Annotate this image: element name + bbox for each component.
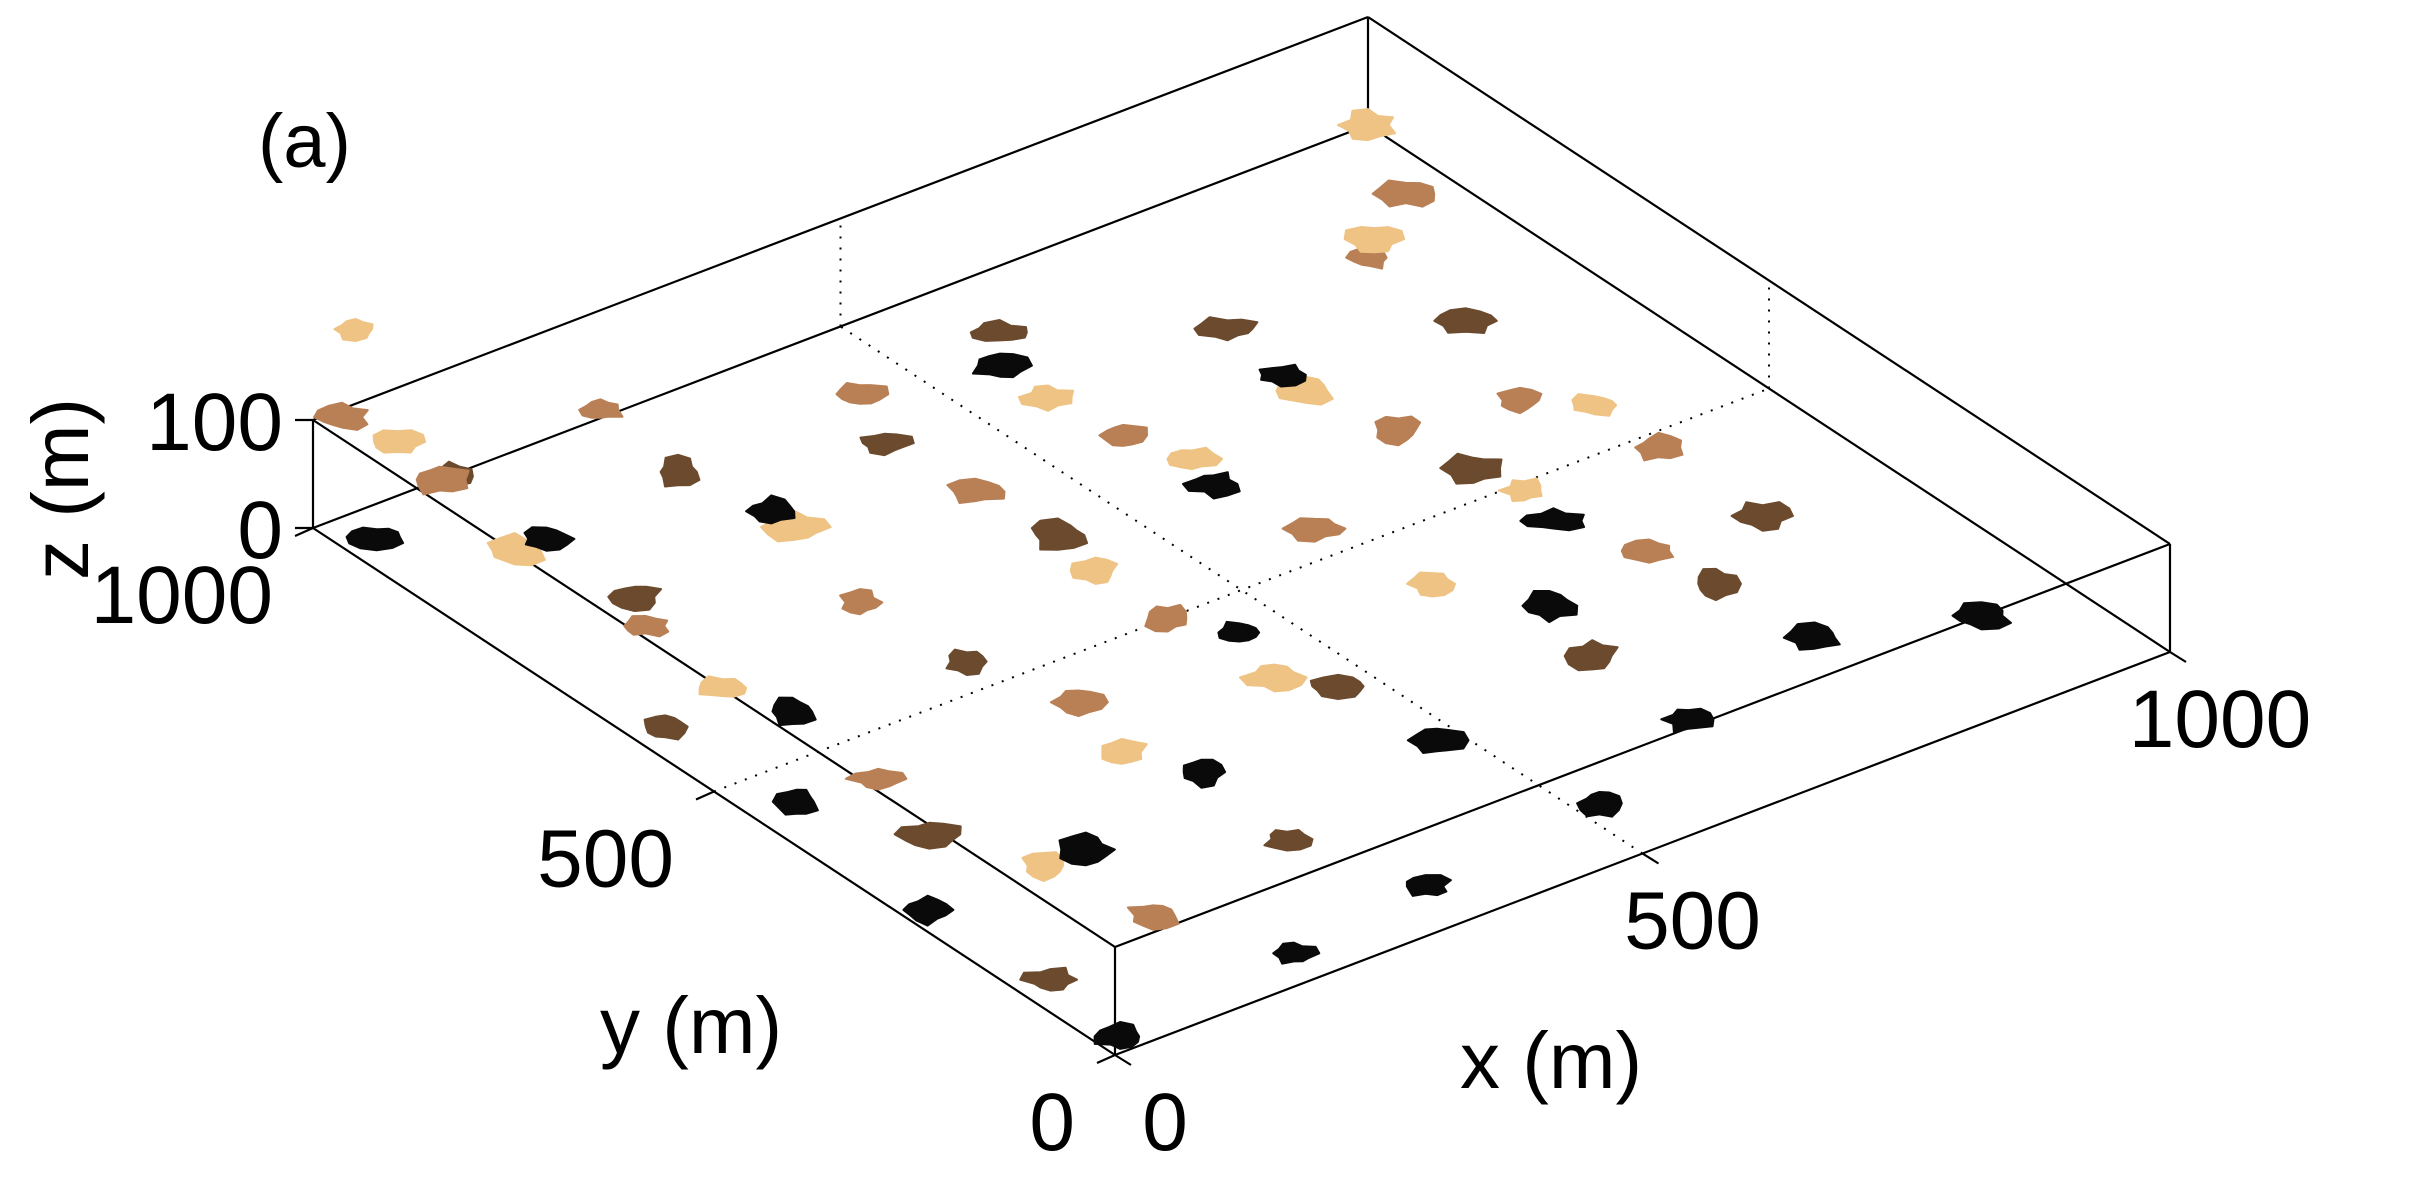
cluster-black-0 <box>1093 1021 1141 1050</box>
cluster-tan-53 <box>1017 384 1075 412</box>
cluster-medium_brown-74 <box>1371 179 1436 208</box>
box-edge-back-bottom-x <box>312 123 1369 530</box>
panel-label: (a) <box>258 99 351 184</box>
cluster-black-47 <box>1521 590 1579 624</box>
cluster-tan-75 <box>1337 108 1397 142</box>
y-axis-label: y (m) <box>600 981 782 1070</box>
cluster-dark_brown-28 <box>945 648 988 676</box>
cluster-black-12 <box>1058 831 1116 867</box>
box-edge-back-bottom-y <box>1367 124 2171 653</box>
cluster-medium_brown-7 <box>313 401 369 431</box>
grid-lines <box>713 218 1770 855</box>
box-edge-top-right-y <box>1367 16 2171 545</box>
y-tick-label-500: 500 <box>537 814 674 905</box>
cluster-layer <box>313 108 2012 1050</box>
x-tick-1000 <box>2169 651 2187 663</box>
cluster-black-45 <box>1660 707 1715 734</box>
cluster-tan-11 <box>1021 851 1064 882</box>
cluster-medium_brown-52 <box>1098 423 1148 447</box>
cluster-medium_brown-17 <box>623 615 670 638</box>
cluster-medium_brown-10 <box>1126 904 1180 931</box>
cluster-medium_brown-21 <box>415 465 470 496</box>
cluster-medium_brown-29 <box>839 588 884 616</box>
cluster-tan-8 <box>333 318 374 342</box>
cluster-black-25 <box>1182 758 1227 789</box>
cluster-black-31 <box>745 494 796 525</box>
y-tick-0 <box>1096 1053 1116 1065</box>
x-tick-0 <box>1114 1054 1132 1066</box>
cluster-dark_brown-61 <box>1439 452 1503 485</box>
z-tick-label-100: 100 <box>146 377 283 468</box>
cluster-tan-16 <box>698 675 748 698</box>
cluster-black-38 <box>1217 620 1261 643</box>
cluster-black-64 <box>1258 363 1307 388</box>
cluster-dark_brown-67 <box>1730 501 1794 532</box>
cluster-medium_brown-49 <box>1281 517 1347 543</box>
y-tick-500 <box>695 790 715 801</box>
cluster-black-23 <box>1405 874 1452 897</box>
cluster-medium_brown-33 <box>578 398 624 419</box>
cluster-tan-73 <box>1343 226 1406 254</box>
cluster-dark_brown-57 <box>1697 567 1742 602</box>
grid-line-y-mid <box>713 387 1770 793</box>
cluster-tan-51 <box>1166 446 1224 470</box>
x-tick-label-500: 500 <box>1624 876 1761 967</box>
cluster-dark_brown-55 <box>969 319 1028 342</box>
cluster-black-50 <box>1182 471 1241 500</box>
cluster-dark_brown-13 <box>893 821 962 850</box>
cluster-black-15 <box>771 696 817 727</box>
cluster-black-66 <box>1951 601 2012 631</box>
x-tick-label-0: 0 <box>1142 1077 1188 1168</box>
cluster-tan-22 <box>372 429 427 454</box>
cluster-dark_brown-43 <box>859 432 915 457</box>
cluster-dark_brown-36 <box>1309 673 1365 700</box>
x-tick-500 <box>1641 852 1660 865</box>
cluster-dark_brown-24 <box>1263 829 1314 852</box>
cluster-tan-60 <box>1498 477 1543 502</box>
y-tick-1000 <box>294 526 314 538</box>
cluster-medium_brown-42 <box>946 477 1006 504</box>
cluster-tan-69 <box>1571 393 1618 417</box>
cluster-dark_brown-20 <box>607 585 663 612</box>
cluster-medium_brown-62 <box>1374 415 1422 447</box>
cluster-dark_brown-32 <box>659 453 701 488</box>
cluster-medium_brown-27 <box>1049 689 1109 718</box>
cluster-black-2 <box>902 894 955 927</box>
cluster-dark_brown-65 <box>1193 316 1259 342</box>
y-tick-label-0: 0 <box>1029 1077 1075 1168</box>
z-tick-label-0: 0 <box>237 485 283 576</box>
cluster-black-54 <box>971 352 1033 379</box>
cluster-tan-26 <box>1101 738 1148 765</box>
x-axis-label: x (m) <box>1460 1016 1642 1105</box>
cluster-medium_brown-70 <box>1496 386 1543 415</box>
cluster-tan-48 <box>1406 571 1456 598</box>
cluster-dark_brown-41 <box>1030 517 1089 551</box>
cluster-tan-37 <box>1239 663 1308 693</box>
cluster-tan-40 <box>1069 556 1119 585</box>
cluster-black-34 <box>1576 791 1623 818</box>
y-tick-label-1000: 1000 <box>91 550 273 641</box>
cluster-black-56 <box>1782 621 1841 651</box>
cluster-medium_brown-68 <box>1634 431 1684 462</box>
cluster-dark_brown-46 <box>1563 639 1619 672</box>
cluster-black-19 <box>523 526 576 552</box>
cluster-black-3 <box>771 788 819 816</box>
cluster-black-9 <box>1272 941 1321 965</box>
cluster-dark_brown-1 <box>1019 966 1078 992</box>
cluster-dark_brown-4 <box>643 714 689 741</box>
z-axis-label: z (m) <box>16 398 105 580</box>
box-edge-top-back-x <box>312 15 1369 422</box>
x-tick-label-1000: 1000 <box>2129 674 2311 765</box>
cluster-medium_brown-39 <box>1144 603 1188 633</box>
cluster-dark_brown-71 <box>1433 307 1498 334</box>
cluster-medium_brown-44 <box>835 382 890 405</box>
cluster-medium_brown-58 <box>1620 538 1675 564</box>
cluster-black-59 <box>1519 507 1586 532</box>
cluster-black-35 <box>1406 727 1470 754</box>
cluster-medium_brown-14 <box>844 767 908 791</box>
cluster-black-5 <box>345 526 405 552</box>
